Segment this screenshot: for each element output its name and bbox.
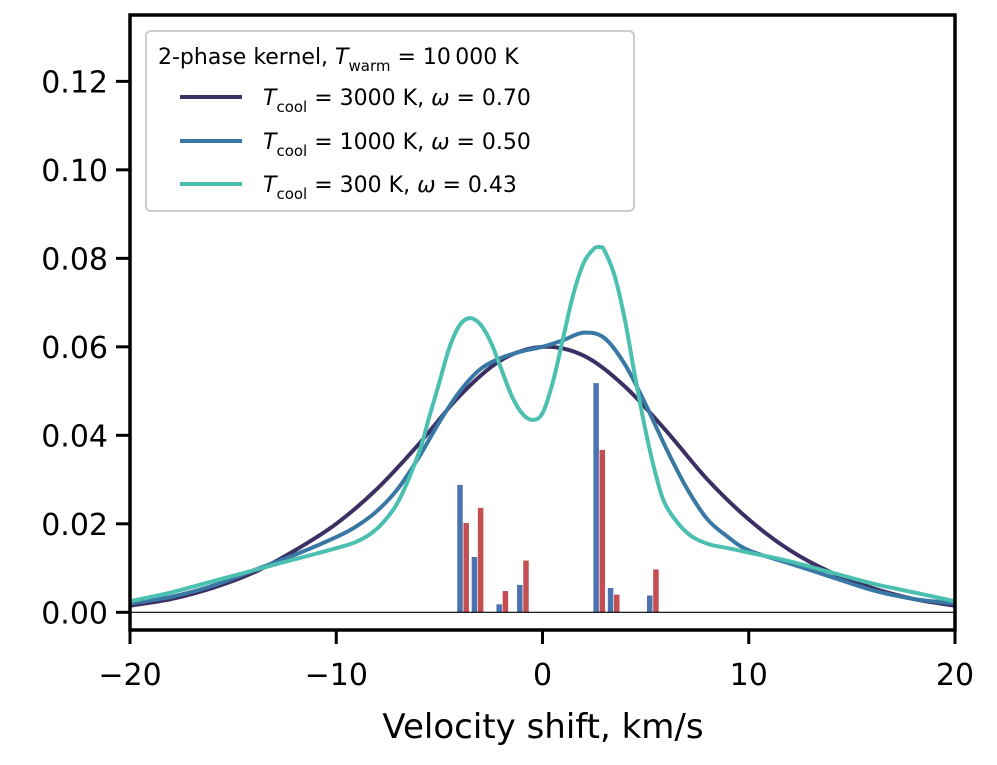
legend-title-rest: = 10 000 K [390, 45, 519, 70]
blue-component-bar [496, 604, 502, 613]
legend-title-prefix: 2-phase kernel, [158, 45, 335, 70]
x-tick-label: 10 [730, 658, 768, 693]
legend-title-sub: warm [349, 57, 391, 75]
x-tick-label: 0 [533, 658, 552, 693]
series-line-300K [129, 244, 956, 604]
legend-title: 2-phase kernel, Twarm = 10 000 K [158, 45, 519, 75]
legend-box [145, 30, 635, 212]
legend-label-1000K: Tcool = 1000 K, ω = 0.50 [263, 130, 531, 160]
blue-component-bar [471, 556, 478, 613]
x-tick-label: −10 [305, 658, 368, 693]
blue-component-bar [647, 595, 653, 613]
red-component-bar [599, 449, 606, 613]
blue-component-bar [517, 584, 523, 613]
blue-component-bar [457, 484, 463, 613]
x-axis-ticks: −20 −10 0 10 20 [98, 630, 974, 693]
y-tick-label: 0.12 [41, 65, 108, 100]
y-tick-label: 0.06 [41, 331, 108, 366]
lines-layer [129, 244, 956, 608]
legend-label-300K: Tcool = 300 K, ω = 0.43 [263, 173, 517, 203]
red-component-bar [653, 569, 659, 613]
blue-component-bar [607, 587, 614, 613]
red-component-bar [614, 594, 620, 613]
y-tick-label: 0.10 [41, 154, 108, 189]
y-tick-label: 0.08 [41, 242, 108, 277]
red-component-bar [463, 522, 469, 613]
legend-label-3000K: Tcool = 3000 K, ω = 0.70 [263, 86, 531, 116]
x-tick-label: −20 [98, 658, 161, 693]
series-line-1000K [129, 330, 956, 606]
legend: 2-phase kernel, Twarm = 10 000 K Tcool =… [145, 30, 635, 212]
bars-layer [457, 383, 659, 613]
red-component-bar [477, 507, 484, 613]
y-axis-ticks: 0.00 0.02 0.04 0.06 0.08 0.10 0.12 [41, 65, 130, 631]
blue-component-bar [593, 383, 599, 613]
x-axis-title: Velocity shift, km/s [382, 707, 703, 747]
y-tick-label: 0.00 [41, 596, 108, 631]
y-tick-label: 0.02 [41, 508, 108, 543]
y-tick-label: 0.04 [41, 419, 108, 454]
red-component-bar [502, 591, 509, 613]
series-line-3000K [129, 344, 956, 608]
red-component-bar [523, 560, 529, 613]
legend-title-var: T [335, 45, 350, 70]
x-tick-label: 20 [936, 658, 974, 693]
